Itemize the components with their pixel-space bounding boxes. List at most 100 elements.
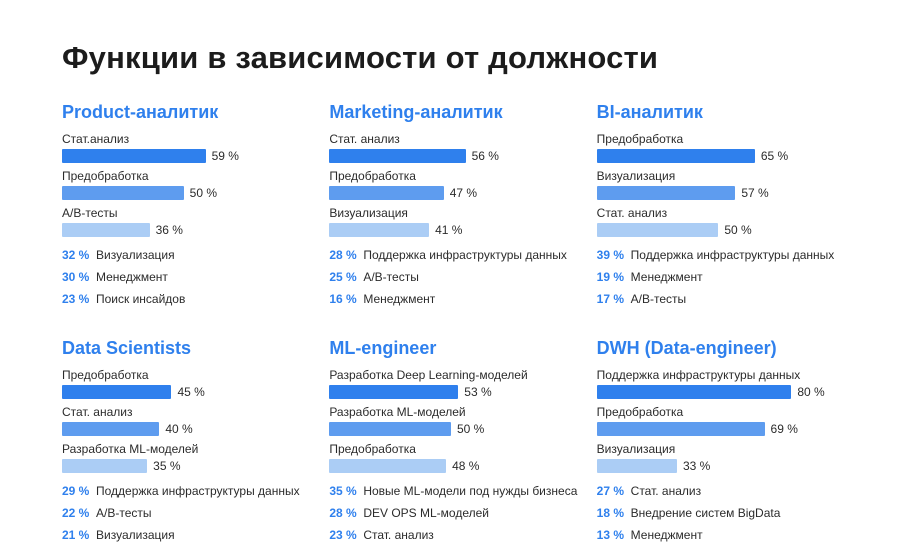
list-item: 39 % Поддержка инфраструктуры данных	[597, 248, 840, 262]
stat-list: 27 % Стат. анализ 18 % Внедрение систем …	[597, 484, 840, 542]
list-label: Поддержка инфраструктуры данных	[96, 484, 300, 498]
panel-data-scientists: Data Scientists Предобработка 45 % Стат.…	[62, 338, 305, 550]
bar-value: 80 %	[797, 385, 825, 399]
charts-grid: Product-аналитик Стат.анализ 59 % Предоб…	[62, 102, 840, 550]
bar-item: Предобработка 47 %	[329, 169, 572, 200]
bar-item: Стат. анализ 50 %	[596, 206, 840, 237]
bar-row: 56 %	[329, 149, 572, 163]
list-item: 23 % Стат. анализ	[329, 528, 572, 542]
bar-label: Визуализация	[596, 169, 676, 183]
bar-label: Предобработка	[329, 442, 416, 456]
bar-label: Предобработка	[329, 169, 416, 183]
bar-value: 69 %	[770, 422, 798, 436]
bar-item: Предобработка 50 %	[62, 169, 305, 200]
bar-row: 50 %	[596, 223, 840, 237]
bar-value: 45 %	[177, 385, 205, 399]
panel-title: Data Scientists	[62, 338, 192, 358]
bar-item: Поддержка инфраструктуры данных 80 %	[596, 368, 840, 399]
bar-item: Разработка ML-моделей 35 %	[62, 442, 305, 473]
list-item: 22 % A/B-тесты	[62, 506, 305, 520]
bar-row: 47 %	[329, 186, 572, 200]
list-label: Менеджмент	[630, 270, 703, 284]
list-value: 18 %	[596, 506, 625, 520]
bar-value: 50 %	[724, 223, 752, 237]
list-value: 29 %	[62, 484, 90, 498]
bar	[62, 223, 150, 237]
list-label: Внедрение систем BigData	[630, 506, 781, 520]
list-value: 27 %	[596, 484, 625, 498]
panel-title: DWH (Data-engineer)	[596, 338, 777, 358]
stat-list: 29 % Поддержка инфраструктуры данных 22 …	[62, 484, 305, 542]
panel-product-analyst: Product-аналитик Стат.анализ 59 % Предоб…	[62, 102, 305, 314]
bar-value: 65 %	[760, 149, 789, 163]
bar	[62, 149, 206, 163]
list-item: 35 % Новые ML-модели под нужды бизнеса	[329, 484, 577, 498]
list-label: A/B-тесты	[363, 270, 419, 284]
bar-label: Визуализация	[329, 206, 408, 220]
bar	[596, 459, 677, 473]
panel-ml-engineer: ML-engineer Разработка Deep Learning-мод…	[329, 338, 577, 550]
list-label: A/B-тесты	[96, 506, 152, 520]
bar	[62, 385, 172, 399]
bar-label: Разработка ML-моделей	[62, 442, 199, 456]
list-item: 27 % Стат. анализ	[597, 484, 840, 498]
bar-value: 50 %	[189, 186, 218, 200]
bar-label: Стат.анализ	[62, 132, 130, 146]
bar	[596, 186, 736, 200]
bar-item: Разработка Deep Learning-моделей 53 %	[329, 368, 572, 399]
list-label: Новые ML-модели под нужды бизнеса	[363, 484, 578, 498]
bar-item: Визуализация 57 %	[596, 169, 840, 200]
bar-label: Предобработка	[596, 405, 684, 419]
list-item: 13 % Менеджмент	[597, 528, 840, 542]
list-value: 28 %	[329, 248, 357, 262]
list-value: 16 %	[329, 292, 357, 306]
list-label: Менеджмент	[630, 528, 703, 542]
bar-value: 56 %	[471, 149, 499, 163]
bar-row: 33 %	[596, 459, 840, 473]
list-item: 32 % Визуализация	[62, 248, 305, 262]
bar-item: Разработка ML-моделей 50 %	[329, 405, 572, 436]
bar-value: 35 %	[153, 459, 181, 473]
bar	[329, 422, 451, 436]
list-value: 17 %	[596, 292, 625, 306]
bar-value: 53 %	[464, 385, 492, 399]
bar-row: 40 %	[62, 422, 305, 436]
bar-row: 50 %	[329, 422, 572, 436]
bar-value: 47 %	[449, 186, 478, 200]
bar-item: Визуализация 33 %	[596, 442, 840, 473]
bar-value: 36 %	[155, 223, 183, 237]
bar-value: 40 %	[165, 422, 193, 436]
bar-value: 50 %	[456, 422, 485, 436]
bar-item: Предобработка 69 %	[596, 405, 840, 436]
bar-item: Визуализация 41 %	[329, 206, 572, 237]
list-item: 25 % A/B-тесты	[329, 270, 572, 284]
bar-item: Предобработка 65 %	[596, 132, 840, 163]
bar-label: Разработка ML-моделей	[329, 405, 466, 419]
panel-title: ML-engineer	[329, 338, 437, 358]
bar	[329, 385, 459, 399]
bar	[62, 459, 148, 473]
list-value: 21 %	[62, 528, 90, 542]
bar	[596, 422, 765, 436]
panel-title: Product-аналитик	[62, 102, 219, 122]
list-label: A/B-тесты	[630, 292, 687, 306]
list-item: 23 % Поиск инсайдов	[62, 292, 305, 306]
list-value: 23 %	[329, 528, 357, 542]
panel-bi-analyst: BI-аналитик Предобработка 65 % Визуализа…	[596, 102, 840, 314]
bar	[596, 385, 792, 399]
list-item: 18 % Внедрение систем BigData	[597, 506, 840, 520]
list-item: 29 % Поддержка инфраструктуры данных	[62, 484, 305, 498]
list-label: Менеджмент	[363, 292, 436, 306]
panel-title: Marketing-аналитик	[329, 102, 503, 122]
bar-item: Предобработка 48 %	[329, 442, 572, 473]
list-value: 13 %	[596, 528, 625, 542]
bar-item: A/B-тесты 36 %	[62, 206, 305, 237]
bar-label: A/B-тесты	[62, 206, 118, 220]
bar	[329, 459, 447, 473]
bar-row: 69 %	[596, 422, 840, 436]
list-label: Визуализация	[96, 528, 175, 542]
list-item: 16 % Менеджмент	[329, 292, 572, 306]
bar-label: Предобработка	[596, 132, 684, 146]
list-value: 35 %	[329, 484, 357, 498]
bar-item: Предобработка 45 %	[62, 368, 305, 399]
